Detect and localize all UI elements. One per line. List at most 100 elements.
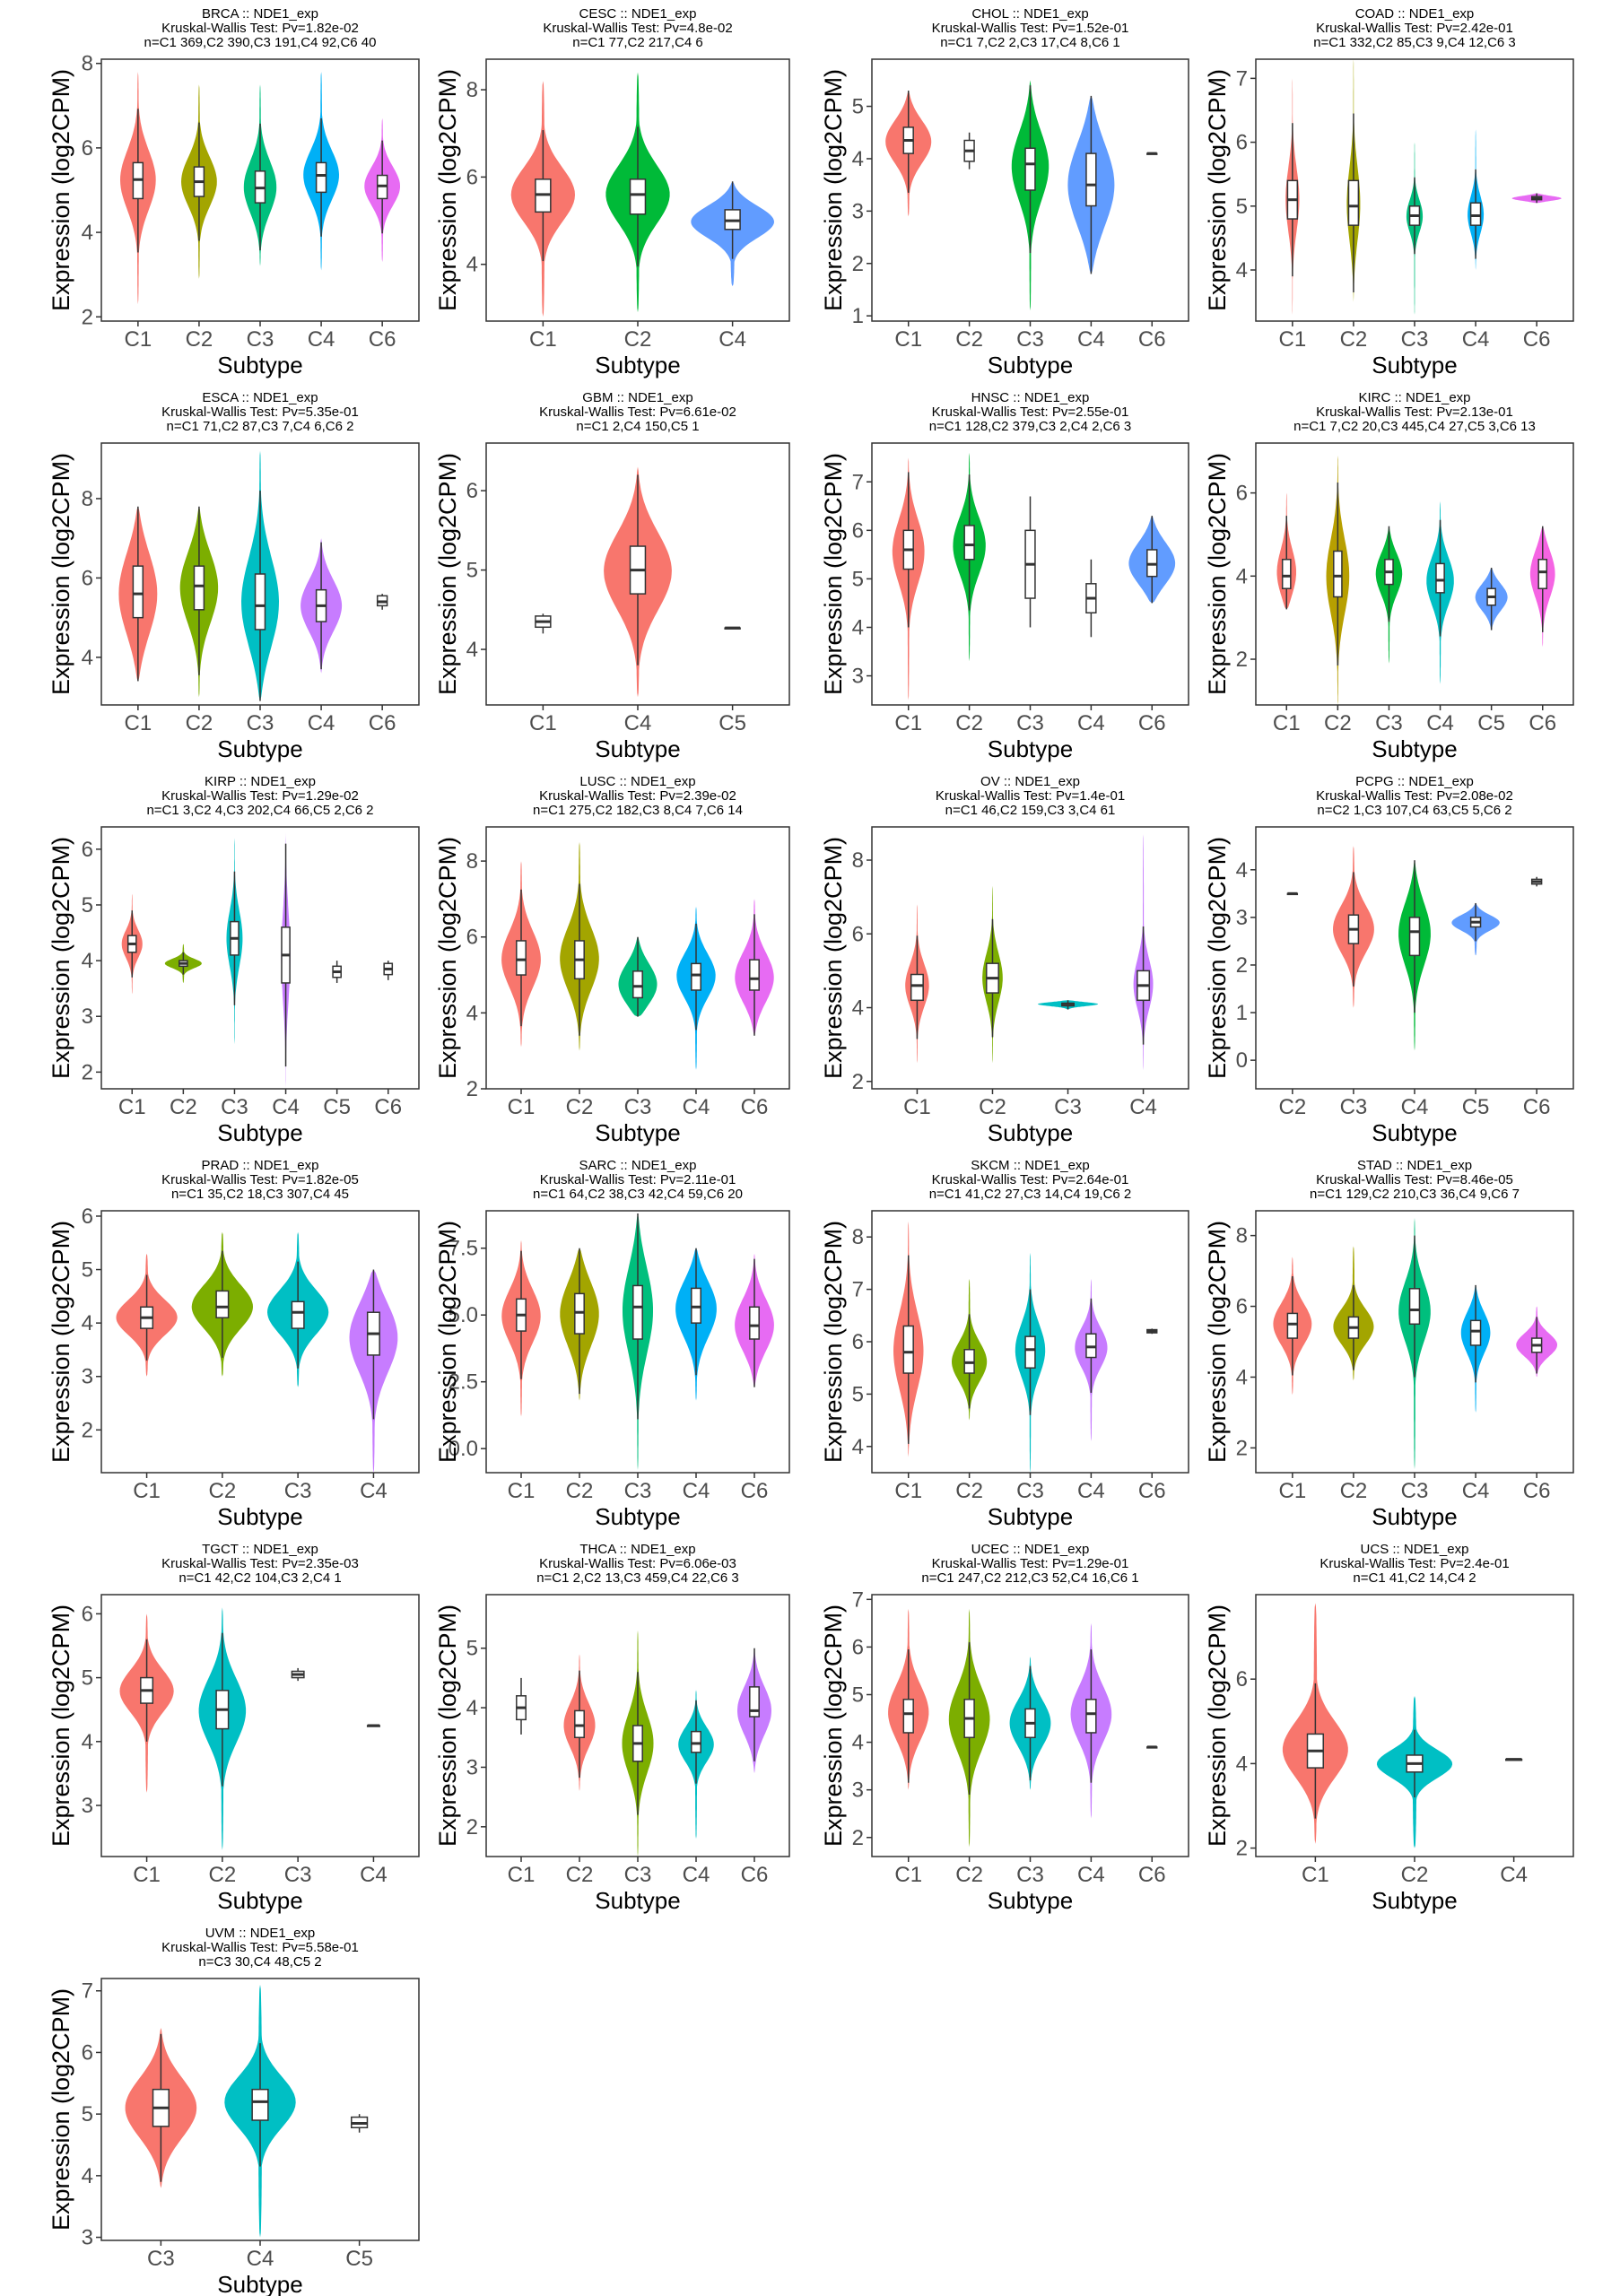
box-c3	[1024, 1335, 1036, 1369]
x-tick-label: C2	[1340, 327, 1368, 352]
panel-n: n=C1 64,C2 38,C3 42,C4 59,C6 20	[533, 1187, 743, 1202]
y-axis-label: Expression (log2CPM)	[820, 453, 847, 695]
y-tick-label: 6	[852, 922, 864, 946]
y-tick-label: 4	[82, 2164, 93, 2188]
panel-title: LUSC :: NDE1_exp	[579, 774, 695, 789]
y-tick-label: 4	[852, 615, 864, 639]
x-tick-label: C2	[209, 1863, 237, 1887]
x-tick-label: C5	[345, 2247, 373, 2271]
y-tick-label: 4	[852, 1435, 864, 1459]
x-tick-label: C2	[209, 1479, 237, 1503]
box-c4	[1085, 1699, 1097, 1734]
x-tick-label: C2	[566, 1095, 594, 1119]
x-axis-label: Subtype	[217, 2271, 302, 2296]
panel-n: n=C3 30,C4 48,C5 2	[198, 1954, 321, 1970]
x-axis-label: Subtype	[988, 352, 1073, 378]
y-tick-label: 0.0	[449, 1437, 478, 1461]
y-tick-label: 1	[1236, 1001, 1248, 1025]
x-tick-label: C1	[529, 327, 557, 352]
x-tick-label: C6	[1138, 1863, 1166, 1887]
y-tick-label: 6	[82, 136, 93, 161]
x-tick-label: C3	[1401, 327, 1429, 352]
panel-test: Kruskal-Wallis Test: Pv=1.29e-02	[161, 788, 359, 804]
x-tick-label: C3	[1054, 1095, 1082, 1119]
panel-n: n=C1 7,C2 2,C3 17,C4 8,C6 1	[940, 35, 1120, 50]
y-tick-label: 5.0	[449, 1303, 478, 1327]
x-tick-label: C6	[1523, 1095, 1551, 1119]
panel-title: CESC :: NDE1_exp	[579, 6, 697, 22]
box-c4	[1469, 202, 1482, 226]
y-tick-label: 4	[1236, 1752, 1248, 1776]
box-c4	[1469, 1319, 1482, 1346]
x-tick-label: C4	[683, 1095, 710, 1119]
x-tick-label: C3	[147, 2247, 175, 2271]
x-tick-label: C5	[323, 1095, 351, 1119]
y-tick-label: 2	[82, 1060, 93, 1084]
y-axis-label: Expression (log2CPM)	[820, 1605, 847, 1847]
x-tick-label: C4	[1077, 327, 1105, 352]
panel-test: Kruskal-Wallis Test: Pv=6.61e-02	[539, 404, 736, 420]
y-tick-label: 6	[852, 518, 864, 543]
x-tick-label: C3	[1016, 327, 1044, 352]
y-tick-label: 4	[466, 1001, 478, 1025]
y-tick-label: 3	[852, 665, 864, 689]
y-tick-label: 7	[852, 470, 864, 494]
y-tick-label: 5	[852, 95, 864, 119]
y-axis-label: Expression (log2CPM)	[820, 69, 847, 311]
panel-test: Kruskal-Wallis Test: Pv=1.29e-01	[932, 1556, 1129, 1571]
x-axis-label: Subtype	[595, 1887, 680, 1914]
x-tick-label: C1	[894, 1479, 922, 1503]
y-tick-label: 5	[82, 893, 93, 918]
panel-n: n=C1 332,C2 85,C3 9,C4 12,C6 3	[1313, 35, 1516, 50]
x-tick-label: C2	[1340, 1479, 1368, 1503]
x-tick-label: C1	[1279, 1479, 1307, 1503]
x-tick-label: C4	[308, 711, 335, 735]
y-tick-label: 2	[852, 1826, 864, 1850]
panel-title: ESCA :: NDE1_exp	[202, 390, 318, 405]
y-tick-label: 4	[852, 1731, 864, 1755]
x-tick-label: C2	[1279, 1095, 1307, 1119]
panel-title: UCEC :: NDE1_exp	[971, 1542, 1090, 1557]
y-tick-label: 3	[466, 1755, 478, 1779]
x-tick-label: C6	[1138, 327, 1166, 352]
x-tick-label: C4	[247, 2247, 274, 2271]
x-axis-label: Subtype	[217, 735, 302, 762]
x-tick-label: C2	[979, 1095, 1006, 1119]
x-axis-label: Subtype	[595, 352, 680, 378]
panel-title: GBM :: NDE1_exp	[582, 390, 692, 405]
y-tick-label: 3	[82, 2226, 93, 2250]
panel-title: HNSC :: NDE1_exp	[971, 390, 1090, 405]
panel-test: Kruskal-Wallis Test: Pv=2.4e-01	[1320, 1556, 1509, 1571]
x-tick-label: C3	[284, 1479, 312, 1503]
x-tick-label: C2	[624, 327, 652, 352]
x-tick-label: C1	[508, 1479, 536, 1503]
x-tick-label: C1	[133, 1479, 161, 1503]
panel-n: n=C1 128,C2 379,C3 2,C4 2,C6 3	[929, 419, 1132, 434]
y-tick-label: 6	[1236, 131, 1248, 155]
y-tick-label: 6	[82, 566, 93, 590]
panel-n: n=C1 3,C2 4,C3 202,C4 66,C5 2,C6 2	[146, 803, 373, 818]
y-tick-label: 4	[466, 1696, 478, 1720]
y-tick-label: 6	[852, 1635, 864, 1659]
y-tick-label: 6	[1236, 482, 1248, 506]
y-axis-label: Expression (log2CPM)	[1204, 837, 1231, 1079]
box-c2	[193, 565, 205, 611]
x-tick-label: C1	[529, 711, 557, 735]
box-c4	[1435, 562, 1445, 594]
x-tick-label: C1	[118, 1095, 146, 1119]
box-c2	[1333, 550, 1343, 598]
x-axis-label: Subtype	[1372, 1887, 1457, 1914]
box-c3	[632, 1284, 643, 1340]
x-tick-label: C3	[247, 711, 274, 735]
y-tick-label: 3	[852, 1779, 864, 1803]
y-tick-label: 2	[852, 252, 864, 276]
box-c2	[215, 1290, 230, 1318]
box-c3	[291, 1300, 305, 1329]
